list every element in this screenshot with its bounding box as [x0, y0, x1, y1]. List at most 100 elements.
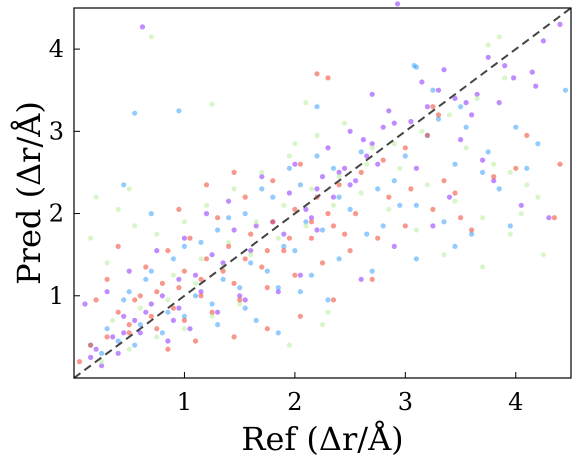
scatter-point: [126, 322, 132, 328]
scatter-point: [275, 285, 281, 291]
scatter-point: [413, 64, 419, 70]
scatter-point: [198, 293, 204, 299]
scatter-point: [458, 215, 464, 221]
scatter-point: [226, 243, 232, 249]
scatter-point: [242, 211, 248, 217]
scatter-point: [126, 346, 132, 352]
scatter-point: [209, 101, 215, 107]
scatter-point: [441, 67, 447, 73]
scatter-point: [413, 256, 419, 262]
scatter-point: [402, 153, 408, 159]
scatter-point: [110, 334, 116, 340]
scatter-point: [308, 215, 315, 221]
scatter-point: [165, 248, 171, 254]
scatter-point: [330, 165, 337, 171]
scatter-point: [198, 289, 204, 295]
scatter-point: [380, 157, 386, 163]
scatter-point: [353, 178, 359, 184]
scatter-point: [364, 153, 370, 159]
x-tick-label: 4: [508, 388, 523, 416]
scatter-point: [480, 157, 486, 163]
scatter-point: [524, 132, 530, 138]
scatter-point: [104, 260, 110, 266]
scatter-point: [562, 87, 569, 93]
scatter-point: [419, 79, 425, 85]
scatter-point: [137, 322, 143, 328]
scatter-point: [319, 322, 326, 328]
scatter-point: [336, 174, 342, 180]
scatter-point: [491, 174, 497, 180]
scatter-point: [375, 235, 381, 241]
scatter-point: [181, 313, 187, 319]
scatter-point: [485, 54, 491, 60]
points-layer: [76, 1, 569, 369]
scatter-point: [104, 334, 110, 340]
scatter-point: [237, 293, 243, 299]
scatter-point: [242, 297, 248, 303]
scatter-point: [215, 322, 221, 328]
scatter-point: [253, 219, 259, 225]
scatter-point: [198, 239, 204, 245]
scatter-point: [491, 161, 497, 167]
scatter-point: [126, 289, 132, 295]
scatter-point: [115, 338, 121, 344]
scatter-point: [518, 202, 524, 208]
scatter-point: [496, 186, 502, 192]
scatter-point: [336, 182, 342, 188]
scatter-point: [148, 301, 154, 307]
scatter-point: [364, 231, 370, 237]
scatter-point: [375, 186, 381, 192]
scatter-point: [148, 268, 154, 274]
scatter-point: [292, 141, 298, 147]
scatter-point: [270, 194, 276, 200]
scatter-point: [137, 293, 143, 299]
scatter-point: [176, 285, 182, 291]
scatter-point: [424, 182, 430, 188]
scatter-point: [325, 211, 331, 217]
scatter-point: [99, 359, 105, 365]
scatter-point: [485, 149, 491, 155]
ticks-layer: 1 2 3 4 1 2 3 4: [49, 35, 524, 416]
x-tick-label: 3: [398, 388, 413, 416]
scatter-point: [391, 141, 397, 147]
scatter-point: [286, 153, 292, 159]
scatter-point: [154, 289, 160, 295]
scatter-point: [248, 260, 254, 266]
scatter-point: [286, 342, 292, 348]
scatter-point: [170, 317, 176, 323]
scatter-point: [441, 178, 447, 184]
scatter-point: [347, 182, 353, 188]
scatter-point: [99, 363, 105, 369]
scatter-point: [88, 342, 94, 348]
scatter-point: [430, 206, 436, 212]
scatter-point: [115, 309, 121, 315]
scatter-point: [259, 169, 265, 175]
scatter-point: [342, 231, 348, 237]
scatter-point: [292, 161, 298, 167]
scatter-point: [154, 231, 160, 237]
scatter-point: [430, 87, 436, 93]
scatter-point: [242, 194, 248, 200]
scatter-point: [535, 194, 541, 200]
scatter-point: [132, 317, 138, 323]
scatter-point: [380, 124, 386, 130]
scatter-point: [192, 338, 199, 344]
scatter-point: [546, 215, 552, 221]
scatter-point: [181, 317, 187, 323]
scatter-point: [369, 145, 375, 151]
scatter-point: [165, 297, 171, 303]
scatter-point: [281, 231, 287, 237]
scatter-point: [446, 194, 453, 200]
scatter-point: [231, 280, 237, 286]
scatter-point: [325, 297, 331, 303]
scatter-point: [176, 276, 182, 282]
scatter-point: [104, 276, 110, 282]
scatter-point: [231, 169, 237, 175]
scatter-point: [137, 305, 143, 311]
scatter-point: [360, 137, 366, 143]
scatter-point: [264, 248, 270, 254]
scatter-point: [452, 190, 458, 196]
scatter-point: [226, 239, 232, 245]
scatter-point: [187, 326, 193, 332]
scatter-point: [297, 313, 303, 319]
